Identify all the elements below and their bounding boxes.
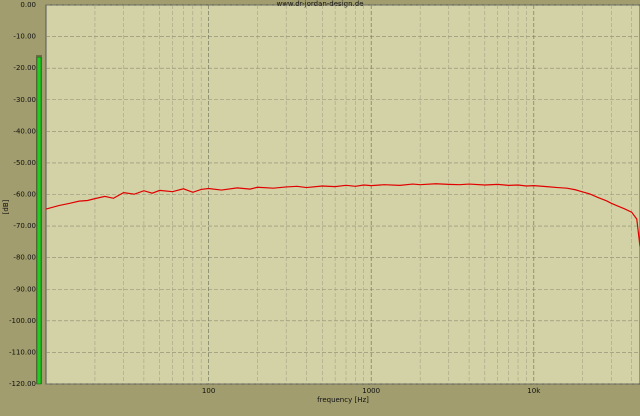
x-axis-label: frequency [Hz] [317, 396, 369, 404]
y-tick-label: -120.00 [9, 380, 36, 388]
y-tick-label: 0.00 [20, 1, 36, 9]
y-tick-label: -20.00 [13, 64, 36, 72]
chart-title: www.dr-jordan-design.de [276, 0, 363, 8]
y-tick-label: -10.00 [13, 33, 36, 41]
y-tick-label: -90.00 [13, 285, 36, 293]
y-tick-label: -50.00 [13, 159, 36, 167]
y-axis-label: [dB] [2, 199, 10, 214]
y-tick-label: -110.00 [9, 348, 36, 356]
y-tick-label: -30.00 [13, 96, 36, 104]
y-tick-label: -100.00 [9, 317, 36, 325]
data-line [45, 183, 640, 247]
x-tick-label: 1000 [362, 387, 380, 395]
y-tick-label: -40.00 [13, 127, 36, 135]
y-tick-label: -80.00 [13, 254, 36, 262]
y-tick-label: -70.00 [13, 222, 36, 230]
level-meter [36, 56, 42, 385]
y-tick-label: -60.00 [13, 191, 36, 199]
x-tick-label: 100 [202, 387, 215, 395]
x-tick-label: 10k [527, 387, 541, 395]
